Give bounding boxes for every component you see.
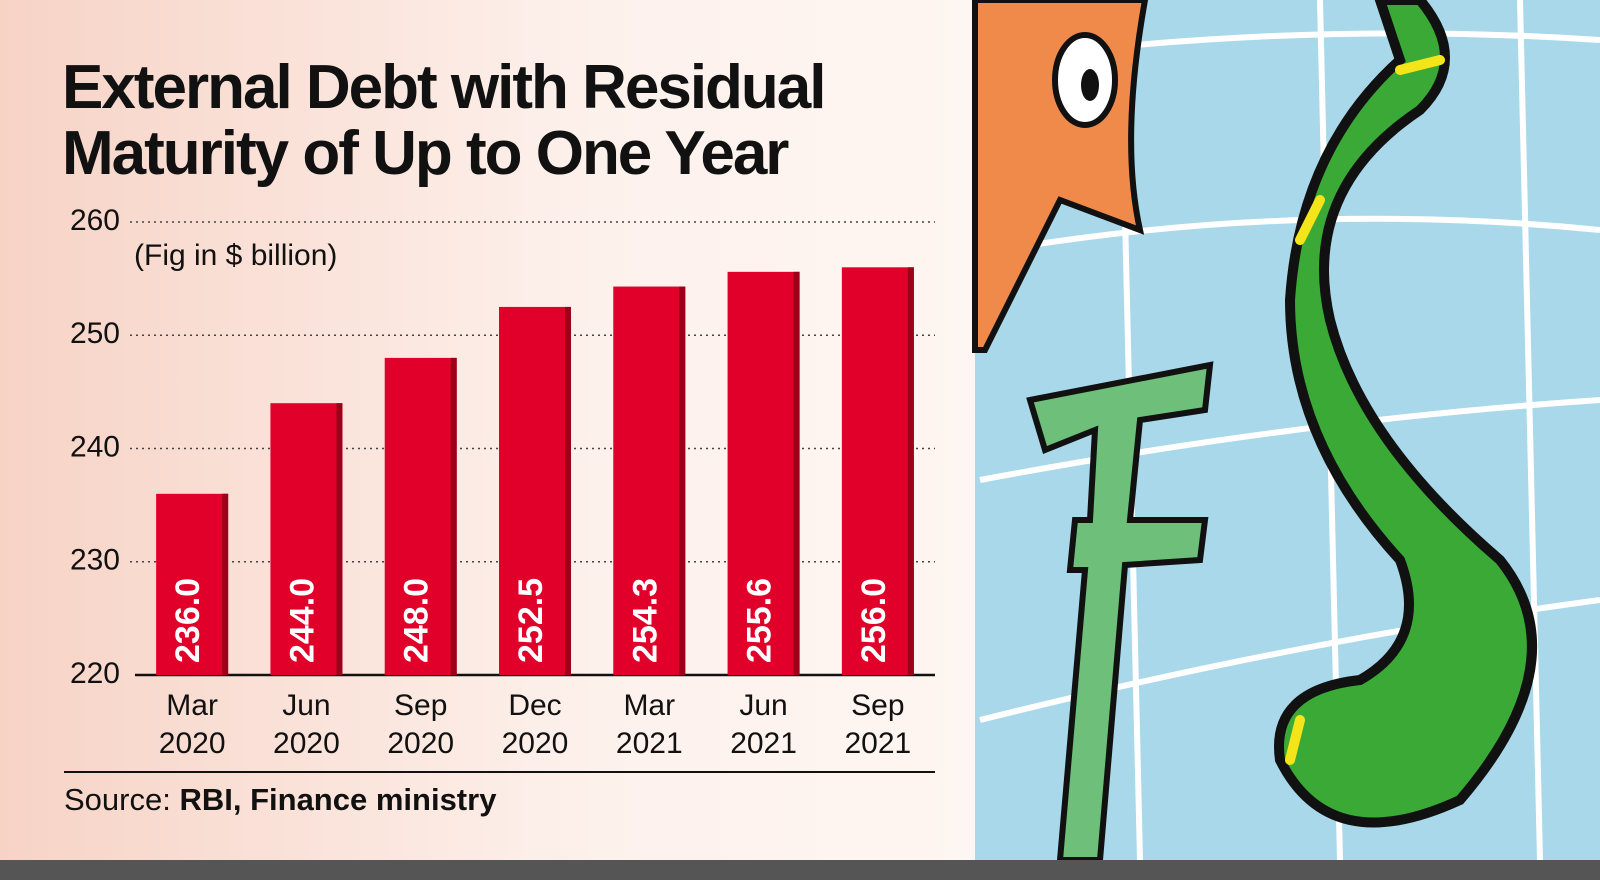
title-box: External Debt with Residual Maturity of … [62, 55, 827, 188]
bar [156, 493, 229, 675]
source-text: RBI, Finance ministry [179, 782, 497, 817]
x-tick-line: 2021 [616, 727, 683, 760]
bar-shade [336, 403, 343, 675]
bar-shade [907, 267, 914, 675]
x-tick-line: 2020 [502, 727, 569, 760]
value-label: 255.6 [741, 578, 779, 663]
x-tick-label: Sep 2021 [844, 689, 911, 760]
source-label: Source: [64, 782, 171, 817]
x-tick-line: 2020 [273, 727, 340, 760]
x-tick-line: Sep [851, 689, 904, 722]
x-tick-line: 2020 [387, 727, 454, 760]
bar-shade [565, 306, 571, 675]
x-tick-line: 2021 [844, 727, 911, 760]
x-tick-label: Mar 2021 [616, 689, 683, 760]
illustration [972, 0, 1600, 863]
background [0, 0, 990, 860]
bar-shade [793, 271, 800, 675]
value-label: 256.0 [855, 578, 893, 663]
bar-shade [450, 357, 457, 675]
x-tick-line: Sep [394, 689, 447, 722]
x-tick-line: Dec [508, 689, 561, 722]
chart-title: External Debt with Residual Maturity of … [62, 55, 827, 188]
bar-shade [679, 286, 686, 675]
x-tick-line: Mar [166, 689, 218, 722]
x-tick-label: Dec 2020 [502, 689, 569, 760]
y-tick-label: 230 [70, 544, 120, 577]
x-tick-label: Jun 2020 [273, 689, 340, 760]
bar [499, 306, 571, 675]
value-label: 252.5 [512, 578, 550, 663]
x-tick-line: 2021 [730, 727, 797, 760]
bar [270, 403, 343, 675]
x-tick-line: Jun [282, 689, 330, 722]
x-tick-line: 2020 [159, 727, 226, 760]
source: Source: RBI, Finance ministry [64, 782, 497, 817]
bar [613, 286, 686, 675]
value-label: 244.0 [283, 578, 321, 663]
subtitle: (Fig in $ billion) [134, 239, 337, 272]
value-label: 248.0 [398, 578, 436, 663]
x-tick-line: Mar [623, 689, 675, 722]
y-tick-label: 220 [70, 657, 120, 690]
bar-shade [222, 493, 229, 675]
value-label: 254.3 [626, 578, 664, 663]
x-tick-line: Jun [739, 689, 787, 722]
y-tick-label: 240 [70, 430, 120, 463]
y-tick-label: 260 [70, 204, 120, 237]
bar [384, 357, 457, 675]
x-tick-label: Sep 2020 [387, 689, 454, 760]
footer-bar [0, 860, 1600, 880]
bar [727, 271, 800, 675]
x-tick-label: Mar 2020 [159, 689, 226, 760]
bar [841, 267, 914, 675]
value-label: 236.0 [169, 578, 207, 663]
x-tick-label: Jun 2021 [730, 689, 797, 760]
y-tick-label: 250 [70, 317, 120, 350]
